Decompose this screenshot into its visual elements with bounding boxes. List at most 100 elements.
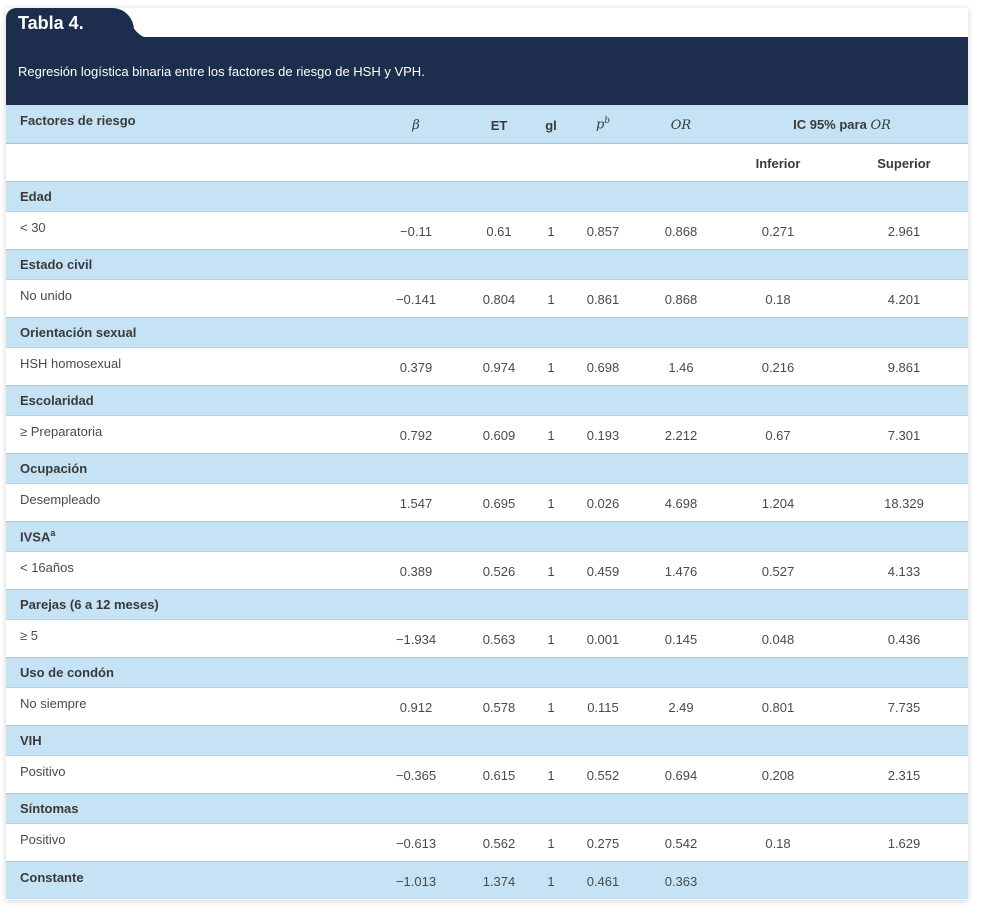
- cell-et: 0.562: [456, 823, 542, 862]
- regression-table: Factores de riesgo β ET gl pb OR IC 95% …: [6, 105, 968, 899]
- cell-et: 0.615: [456, 755, 542, 794]
- cell-p: 0.115: [560, 687, 646, 726]
- cell-p: 0.193: [560, 415, 646, 454]
- header-superior: Superior: [840, 143, 968, 182]
- cell-or: 1.46: [646, 347, 716, 386]
- table-row: Positivo −0.365 0.615 1 0.552 0.694 0.208 2.315: [6, 755, 968, 794]
- cell-sup: 18.329: [840, 483, 968, 522]
- group-label: Orientación sexual: [6, 317, 968, 348]
- group-row: VIH: [6, 725, 968, 756]
- row-label: Positivo: [6, 823, 376, 862]
- subheader-empty: [6, 143, 376, 182]
- cell-inf: 0.527: [716, 551, 840, 590]
- group-name: Síntomas: [20, 800, 79, 816]
- table-header-band: [6, 37, 968, 105]
- cell-inf: 0.18: [716, 279, 840, 318]
- cell-beta: 0.379: [376, 347, 456, 386]
- row-label: < 30: [6, 211, 376, 250]
- table-row: HSH homosexual 0.379 0.974 1 0.698 1.46 0.216 9…: [6, 347, 968, 386]
- header-ic-text: IC 95% para: [793, 116, 871, 132]
- header-gl: gl: [542, 105, 560, 144]
- row-label: Desempleado: [6, 483, 376, 522]
- row-label: No unido: [6, 279, 376, 318]
- constant-cell-p: 0.461: [586, 874, 620, 889]
- group-label: Ocupación: [6, 453, 968, 484]
- group-label: Síntomas: [6, 793, 968, 824]
- cell-gl: 1: [542, 211, 560, 250]
- constant-cell-or: 0.363: [664, 874, 698, 889]
- subheader-row: Inferior Superior: [6, 143, 968, 182]
- cell-et: 0.578: [456, 687, 542, 726]
- group-label: Estado civil: [6, 249, 968, 280]
- row-label: < 16años: [6, 551, 376, 590]
- cell-sup: 0.436: [840, 619, 968, 658]
- group-label: Edad: [6, 181, 968, 212]
- cell-gl: 1: [542, 415, 560, 454]
- cell-et: 0.695: [456, 483, 542, 522]
- subheader-empty: [376, 143, 456, 182]
- cell-inf: 0.271: [716, 211, 840, 250]
- cell-et: 0.61: [456, 211, 542, 250]
- constant-label: Constante: [20, 869, 84, 885]
- group-name: VIH: [20, 732, 42, 748]
- table-label: Tabla 4.: [18, 13, 84, 33]
- cell-beta: 0.792: [376, 415, 456, 454]
- row-label: ≥ 5: [6, 619, 376, 658]
- cell-beta: −0.365: [376, 755, 456, 794]
- header-et: ET: [456, 105, 542, 144]
- cell-or: 4.698: [646, 483, 716, 522]
- table-row: ≥ Preparatoria 0.792 0.609 1 0.193 2.212 0.67 7…: [6, 415, 968, 454]
- group-row: Edad: [6, 181, 968, 212]
- cell-et: 0.563: [456, 619, 542, 658]
- group-name: Estado civil: [20, 256, 93, 272]
- cell-beta: −1.934: [376, 619, 456, 658]
- header-p: pb: [560, 105, 646, 144]
- group-row: Estado civil: [6, 249, 968, 280]
- cell-p: 0.857: [560, 211, 646, 250]
- subheader-empty: [560, 143, 646, 182]
- group-row: Síntomas: [6, 793, 968, 824]
- cell-inf: 0.208: [716, 755, 840, 794]
- group-label: Uso de condón: [6, 657, 968, 688]
- cell-gl: 1: [542, 619, 560, 658]
- group-row: Orientación sexual: [6, 317, 968, 348]
- cell-beta: 1.547: [376, 483, 456, 522]
- cell-gl: 1: [542, 755, 560, 794]
- constant-cell-inf: [716, 861, 840, 899]
- group-row: Ocupación: [6, 453, 968, 484]
- cell-inf: 0.801: [716, 687, 840, 726]
- cell-beta: 0.912: [376, 687, 456, 726]
- cell-et: 0.804: [456, 279, 542, 318]
- cell-gl: 1: [542, 279, 560, 318]
- row-label: HSH homosexual: [6, 347, 376, 386]
- cell-beta: −0.141: [376, 279, 456, 318]
- subheader-empty: [542, 143, 560, 182]
- cell-p: 0.026: [560, 483, 646, 522]
- group-label: VIH: [6, 725, 968, 756]
- table-row: Desempleado 1.547 0.695 1 0.026 4.698 1.204 18.…: [6, 483, 968, 522]
- cell-p: 0.698: [560, 347, 646, 386]
- cell-gl: 1: [542, 823, 560, 862]
- cell-inf: 1.204: [716, 483, 840, 522]
- group-row: Parejas (6 a 12 meses): [6, 589, 968, 620]
- group-row: IVSAa: [6, 521, 968, 552]
- group-name: Edad: [20, 188, 52, 204]
- subheader-empty: [646, 143, 716, 182]
- cell-sup: 7.735: [840, 687, 968, 726]
- header-factor: Factores de riesgo: [6, 105, 376, 144]
- cell-sup: 4.201: [840, 279, 968, 318]
- header-beta-text: β: [412, 117, 420, 133]
- cell-p: 0.861: [560, 279, 646, 318]
- table-row: < 16años 0.389 0.526 1 0.459 1.476 0.527 4.133: [6, 551, 968, 590]
- constant-cell-sup: [840, 861, 968, 899]
- constant-cell-beta: −1.013: [395, 874, 437, 889]
- row-label: Positivo: [6, 755, 376, 794]
- group-label: IVSAa: [6, 521, 968, 552]
- header-p-superscript: b: [604, 116, 611, 127]
- header-beta: β: [376, 105, 456, 144]
- group-name: Parejas (6 a 12 meses): [20, 596, 159, 612]
- header-or-text: OR: [670, 117, 692, 133]
- cell-or: 2.212: [646, 415, 716, 454]
- group-row: Uso de condón: [6, 657, 968, 688]
- cell-et: 0.609: [456, 415, 542, 454]
